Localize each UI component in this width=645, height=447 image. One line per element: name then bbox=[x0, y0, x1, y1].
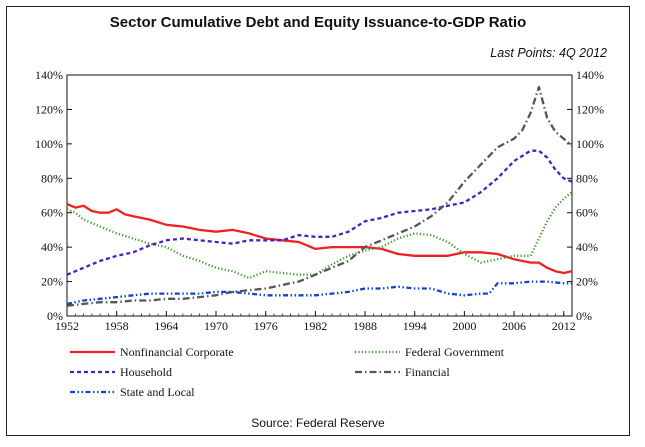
y-tick-label-left: 80% bbox=[41, 171, 63, 185]
x-tick-label: 1958 bbox=[105, 319, 129, 333]
y-tick-label-left: 60% bbox=[41, 206, 63, 220]
series-line-financial bbox=[66, 85, 573, 307]
y-tick-label-right: 140% bbox=[576, 68, 604, 82]
y-tick-label-right: 80% bbox=[576, 171, 598, 185]
legend-label-state-and-local: State and Local bbox=[120, 385, 195, 399]
y-tick-label-left: 20% bbox=[41, 275, 63, 289]
x-tick-label: 1982 bbox=[303, 319, 327, 333]
y-tick-label-left: 100% bbox=[35, 137, 63, 151]
y-tick-label-left: 140% bbox=[35, 68, 63, 82]
y-tick-label-right: 120% bbox=[576, 102, 604, 116]
chart-frame: Sector Cumulative Debt and Equity Issuan… bbox=[6, 6, 630, 436]
legend-label-financial: Financial bbox=[405, 365, 450, 379]
x-tick-label: 1988 bbox=[353, 319, 377, 333]
x-tick-label: 1964 bbox=[154, 319, 178, 333]
chart-title: Sector Cumulative Debt and Equity Issuan… bbox=[109, 14, 527, 31]
x-tick-label: 1994 bbox=[403, 319, 427, 333]
chart-source: Source: Federal Reserve bbox=[251, 416, 385, 430]
series-line-state-and-local bbox=[66, 280, 572, 306]
x-tick-label: 2000 bbox=[452, 319, 476, 333]
x-tick-label: 1952 bbox=[55, 319, 79, 333]
y-tick-label-right: 40% bbox=[576, 240, 598, 254]
legend-label-federal-government: Federal Government bbox=[405, 345, 505, 359]
legend-label-nonfinancial-corporate: Nonfinancial Corporate bbox=[120, 345, 234, 359]
y-tick-label-left: 40% bbox=[41, 240, 63, 254]
series-line-nonfinancial-corporate bbox=[66, 203, 573, 275]
y-tick-label-right: 100% bbox=[576, 137, 604, 151]
y-tick-label-right: 20% bbox=[576, 275, 598, 289]
x-tick-label: 2012 bbox=[552, 319, 576, 333]
x-tick-label: 1976 bbox=[254, 319, 278, 333]
series-line-household bbox=[66, 149, 573, 276]
chart-subtitle: Last Points: 4Q 2012 bbox=[490, 46, 607, 60]
y-tick-label-left: 120% bbox=[35, 102, 63, 116]
series-line-federal-government bbox=[66, 191, 573, 280]
y-tick-label-right: 60% bbox=[576, 206, 598, 220]
y-tick-label-left: 0% bbox=[47, 309, 63, 323]
x-tick-label: 1970 bbox=[204, 319, 228, 333]
plot-area-frame bbox=[66, 74, 573, 317]
x-tick-label: 2006 bbox=[502, 319, 526, 333]
legend-label-household: Household bbox=[120, 365, 172, 379]
y-tick-label-right: 0% bbox=[576, 309, 592, 323]
